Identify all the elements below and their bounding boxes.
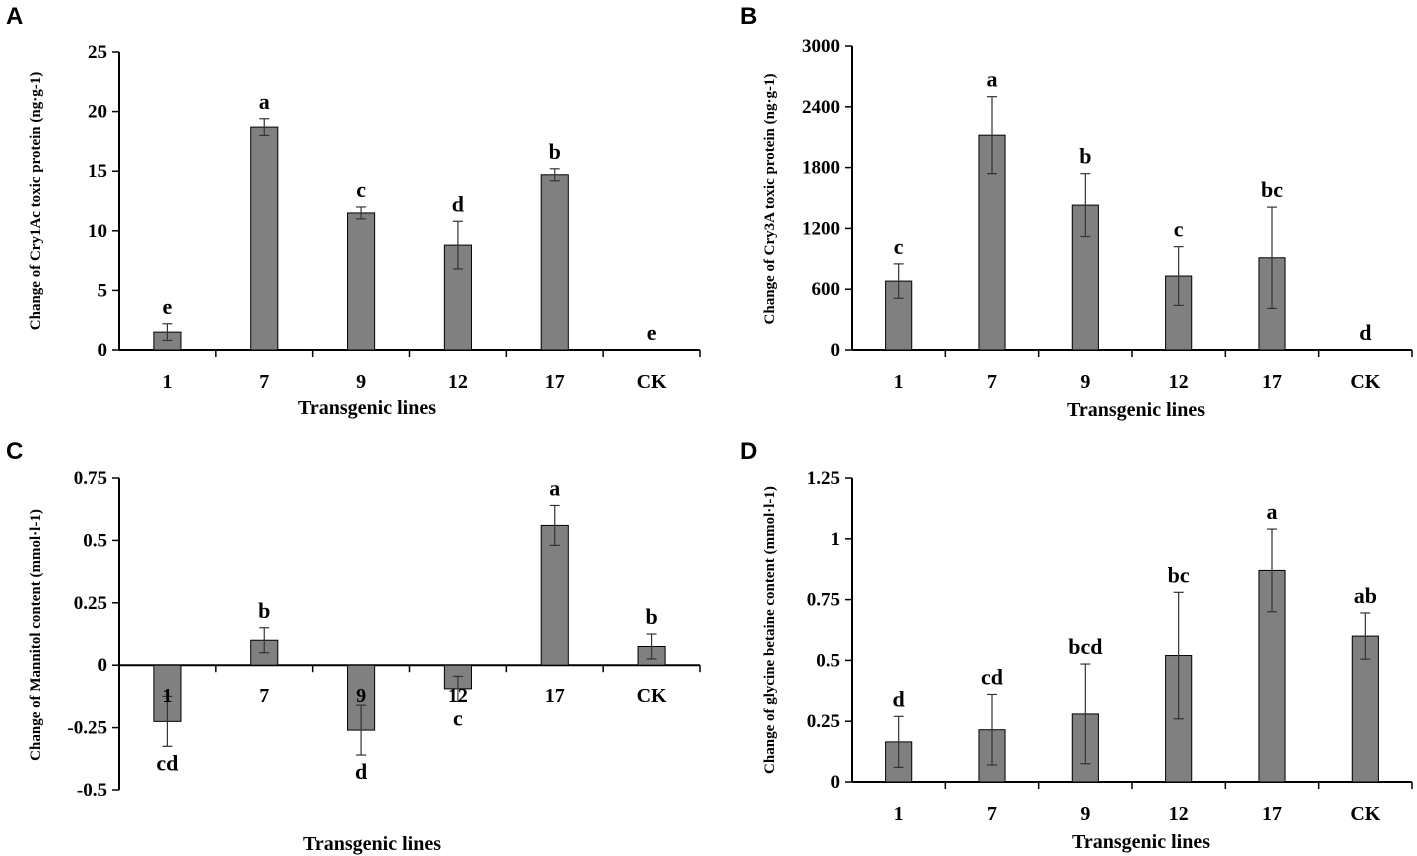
x-category-label: 1 (162, 685, 172, 707)
x-category-label: 12 (1169, 803, 1189, 825)
significance-label: bc (1168, 562, 1190, 587)
x-category-label: 7 (259, 371, 269, 393)
y-tick-label: 25 (88, 42, 107, 63)
panel-c: C -0.5 -0.25 0 0.25 0.5 0.75 cd 1 b 7 d 9 c12 a 17 b CK Tr… (6, 438, 701, 855)
panel-letter: A (6, 3, 23, 30)
significance-label: bc (1261, 177, 1283, 202)
y-tick-label: 0 (98, 655, 108, 676)
significance-label: d (1359, 320, 1371, 345)
bar (540, 174, 569, 351)
x-category-label: 1 (894, 803, 904, 825)
y-tick-label: 0 (98, 340, 108, 361)
x-category-label: 12 (1169, 371, 1189, 393)
x-category-label: CK (1350, 371, 1380, 393)
y-tick-label: 10 (88, 221, 107, 242)
panel-letter: D (740, 438, 757, 465)
y-tick-label: 20 (88, 102, 107, 123)
x-axis-title: Transgenic lines (1072, 831, 1210, 853)
y-tick-label: 2400 (802, 97, 840, 118)
y-axis-title: Change of Mannitol content (mmol·l-1) (28, 509, 44, 761)
significance-label: d (893, 686, 905, 711)
significance-label: a (549, 475, 560, 500)
x-category-label: CK (637, 371, 667, 393)
significance-label: b (258, 598, 270, 623)
significance-label: a (1267, 499, 1278, 524)
x-category-label: 9 (356, 371, 366, 393)
x-category-label: 17 (545, 371, 565, 393)
x-category-label: 9 (1080, 371, 1090, 393)
y-tick-label: 1800 (802, 158, 840, 179)
panel-a: A 0 5 10 15 20 25 e 1 a 7 c 9 d 12 b 17 e CK Transgenic lin… (6, 3, 701, 419)
y-tick-label: 0 (831, 772, 841, 793)
panel-d: D 0 0.25 0.5 0.75 1 1.25 d 1 cd 7 bcd 9 bc 12 a 17 ab CK Tr… (740, 438, 1413, 853)
x-category-label: 7 (987, 803, 997, 825)
y-tick-label: 1 (831, 529, 841, 550)
y-tick-label: 600 (812, 279, 841, 300)
significance-label: cd (156, 750, 178, 775)
bar (1351, 635, 1379, 783)
y-tick-label: 0.5 (83, 530, 107, 551)
y-tick-label: -0.25 (67, 718, 107, 739)
significance-label: a (987, 67, 998, 92)
significance-label: e (163, 294, 173, 319)
significance-label: b (1079, 144, 1091, 169)
y-tick-label: 3000 (802, 36, 840, 57)
y-tick-label: 1200 (802, 218, 840, 239)
significance-label: c (1174, 217, 1184, 242)
y-tick-label: 1.25 (807, 468, 840, 489)
x-axis-title: Transgenic lines (298, 397, 436, 419)
y-tick-label: 0.75 (807, 590, 840, 611)
panel-letter: C (6, 438, 23, 465)
y-tick-label: -0.5 (77, 780, 107, 801)
x-category-label: 9 (1080, 803, 1090, 825)
significance-label: c (894, 234, 904, 259)
x-axis-title: Transgenic lines (1067, 399, 1205, 421)
bar (540, 524, 569, 666)
significance-label: a (259, 89, 270, 114)
y-axis-title: Change of Cry1Ac toxic protein (ng·g-1) (28, 72, 44, 330)
bar (347, 212, 376, 351)
y-tick-label: 0.5 (816, 650, 840, 671)
y-tick-label: 0.75 (74, 468, 107, 489)
y-tick-label: 0.25 (807, 711, 840, 732)
significance-label: ab (1354, 583, 1377, 608)
significance-label: d (355, 759, 367, 784)
significance-label: d (452, 191, 464, 216)
y-tick-label: 0 (831, 340, 841, 361)
x-category-label: 17 (1262, 371, 1282, 393)
significance-label: cd (981, 664, 1003, 689)
x-category-label: 1 (894, 371, 904, 393)
x-category-label: 7 (987, 371, 997, 393)
x-category-label: CK (1350, 803, 1380, 825)
x-category-label: 12 (448, 685, 468, 707)
significance-label: e (647, 320, 657, 345)
x-category-label: 17 (1262, 803, 1282, 825)
x-category-label: 12 (448, 371, 468, 393)
significance-label: b (549, 139, 561, 164)
x-category-label: 17 (545, 685, 565, 707)
x-category-label: 1 (162, 371, 172, 393)
significance-label: c (356, 177, 366, 202)
x-category-label: 9 (356, 685, 366, 707)
significance-label: b (645, 604, 657, 629)
significance-label: bcd (1068, 634, 1102, 659)
y-tick-label: 0.25 (74, 593, 107, 614)
x-category-label: 7 (259, 685, 269, 707)
x-category-label: CK (637, 685, 667, 707)
y-axis-title: Change of glycine betaine content (mmol·… (762, 486, 778, 774)
panel-b: B 0 600 1200 1800 2400 3000 c 1 a 7 b 9 c 12 bc 17 d CK Tra… (740, 3, 1413, 421)
x-axis-title: Transgenic lines (303, 833, 441, 855)
y-tick-label: 15 (88, 161, 107, 182)
panel-letter: B (740, 3, 757, 30)
y-axis-title: Change of Cry3A toxic protein (ng·g-1) (762, 74, 778, 325)
bar (250, 126, 279, 351)
significance-label: c (453, 705, 463, 730)
y-tick-label: 5 (98, 280, 108, 301)
